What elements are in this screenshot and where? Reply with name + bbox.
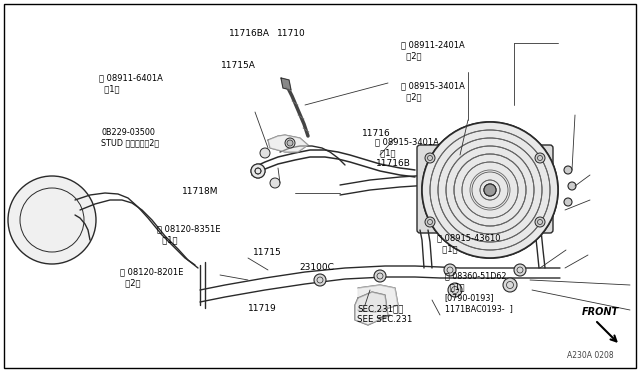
Polygon shape	[358, 285, 398, 312]
Polygon shape	[268, 135, 308, 152]
Circle shape	[484, 184, 496, 196]
Text: 11710: 11710	[276, 29, 305, 38]
Text: Ⓢ 08360-51D62
  （1）
[0790-0193]
1171BAC0193-  ]: Ⓢ 08360-51D62 （1） [0790-0193] 1171BAC019…	[445, 271, 513, 313]
Circle shape	[422, 122, 558, 258]
Polygon shape	[281, 78, 291, 90]
Text: SEC.231参照
SEE SEC.231: SEC.231参照 SEE SEC.231	[357, 304, 413, 324]
Circle shape	[8, 176, 96, 264]
Circle shape	[314, 274, 326, 286]
Text: Ⓑ 08120-8351E
  （1）: Ⓑ 08120-8351E （1）	[157, 224, 220, 244]
Circle shape	[484, 184, 496, 196]
Circle shape	[535, 217, 545, 227]
Text: Ⓑ 08120-8201E
  （2）: Ⓑ 08120-8201E （2）	[120, 267, 184, 287]
Text: ⓜ 08915-3401A
  （2）: ⓜ 08915-3401A （2）	[401, 81, 465, 101]
Text: A230A 0208: A230A 0208	[566, 351, 613, 360]
Text: 11715: 11715	[253, 248, 282, 257]
Circle shape	[425, 217, 435, 227]
Circle shape	[374, 270, 386, 282]
Circle shape	[287, 140, 293, 146]
Text: 0B229-03500
STUD スタッド（2）: 0B229-03500 STUD スタッド（2）	[101, 128, 159, 148]
Polygon shape	[355, 292, 388, 325]
Text: ⓜ 08915-43610
  （1）: ⓜ 08915-43610 （1）	[437, 234, 500, 254]
Circle shape	[285, 138, 295, 148]
Text: 11715A: 11715A	[221, 61, 255, 70]
Text: ⓝ 08911-2401A
  （2）: ⓝ 08911-2401A （2）	[401, 40, 465, 60]
Text: FRONT: FRONT	[582, 307, 619, 317]
Text: 11716BA: 11716BA	[229, 29, 270, 38]
Circle shape	[444, 264, 456, 276]
Circle shape	[564, 166, 572, 174]
Circle shape	[568, 182, 576, 190]
Circle shape	[564, 198, 572, 206]
Circle shape	[503, 278, 517, 292]
Text: 11719: 11719	[248, 304, 277, 313]
FancyBboxPatch shape	[417, 145, 553, 233]
Circle shape	[448, 283, 462, 297]
Circle shape	[425, 153, 435, 163]
Text: 11716B: 11716B	[376, 159, 411, 168]
Text: ⓜ 08915-3401A
  （1）: ⓜ 08915-3401A （1）	[375, 137, 439, 157]
Circle shape	[270, 178, 280, 188]
Circle shape	[260, 148, 270, 158]
Text: ⓝ 08911-6401A
  （1）: ⓝ 08911-6401A （1）	[99, 74, 163, 94]
Circle shape	[514, 264, 526, 276]
Circle shape	[422, 122, 558, 258]
Circle shape	[251, 164, 265, 178]
Circle shape	[251, 164, 265, 178]
Text: 11716: 11716	[362, 129, 390, 138]
Circle shape	[535, 153, 545, 163]
Text: 11718M: 11718M	[182, 187, 219, 196]
Text: 23100C: 23100C	[300, 263, 334, 272]
